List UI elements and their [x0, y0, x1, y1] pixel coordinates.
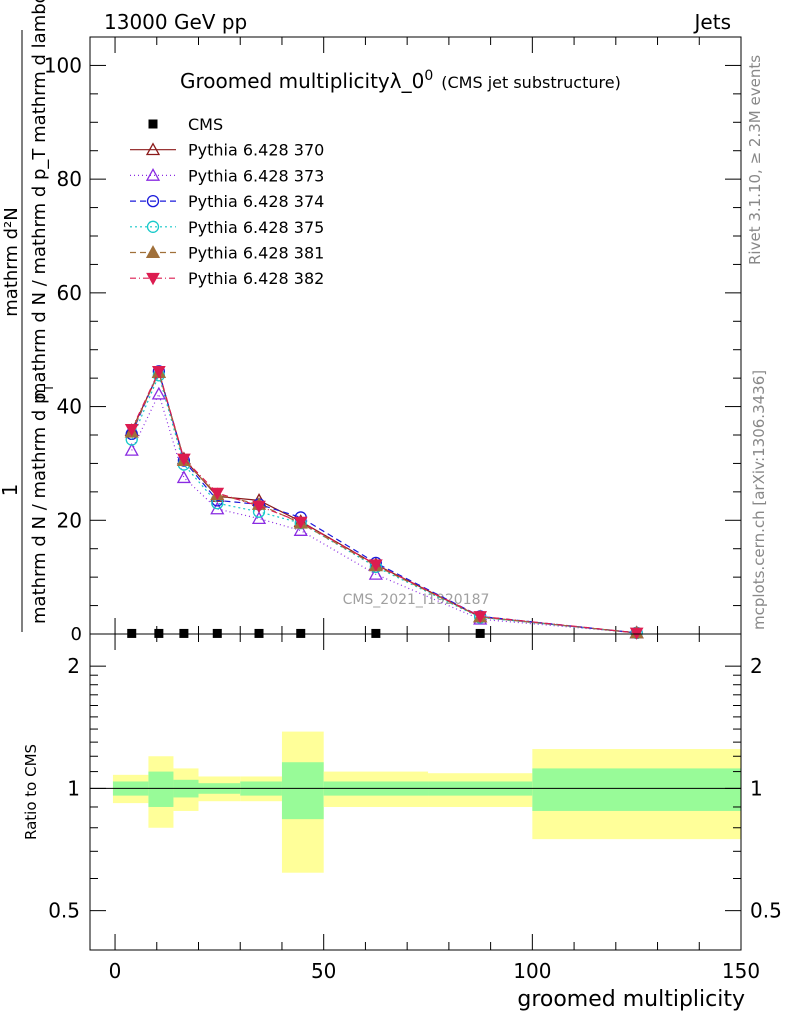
- y-tick-label: 40: [57, 395, 82, 419]
- y-tick-label: 100: [44, 53, 82, 77]
- legend-entry: Pythia 6.428 382: [130, 269, 324, 288]
- ratio-band-inner: [532, 768, 741, 811]
- x-tick-label: 100: [513, 959, 551, 983]
- data-point: [177, 453, 191, 466]
- x-axis-label: groomed multiplicity: [517, 987, 745, 1012]
- legend-marker: [146, 272, 160, 286]
- series-layer: [124, 365, 644, 640]
- legend-entry: CMS: [148, 115, 223, 134]
- main-y-axis-label: 1 mathrm d N / mathrm d pT mathrm d²N ma…: [0, 0, 56, 632]
- ratio-y-tick-label-right: 2: [750, 654, 763, 678]
- ratio-y-tick-label-right: 0.5: [750, 899, 782, 923]
- ratio-y-tick-label-left: 1: [67, 776, 80, 800]
- data-point: [212, 628, 222, 638]
- ratio-y-tick-label-left: 2: [67, 654, 80, 678]
- legend-label: Pythia 6.428 370: [188, 141, 324, 160]
- x-tick-label: 150: [722, 959, 760, 983]
- ratio-bands: [112, 731, 741, 873]
- series-0: [127, 628, 485, 638]
- legend-marker: [145, 142, 161, 156]
- data-point: [210, 487, 225, 501]
- legend-marker: [145, 168, 161, 181]
- ylabel-outer-denominator: mathrm d N / mathrm d pT: [29, 384, 56, 624]
- header-process: 13000 GeV pp: [104, 10, 247, 34]
- ratio-band-inner: [281, 762, 324, 820]
- data-point: [293, 516, 308, 530]
- ratio-band-inner: [148, 771, 174, 807]
- y-tick-label: 20: [57, 508, 82, 532]
- data-point: [252, 500, 266, 514]
- data-point: [154, 628, 164, 638]
- data-point: [124, 443, 139, 456]
- legend-marker: [145, 245, 161, 258]
- x-tick-label: 50: [311, 959, 336, 983]
- y-tick-label: 80: [57, 167, 82, 191]
- legend-label: Pythia 6.428 374: [188, 192, 324, 211]
- data-point: [293, 523, 308, 536]
- ratio-y-tick-label-right: 1: [750, 776, 763, 800]
- data-point: [473, 611, 488, 624]
- legend-label: Pythia 6.428 375: [188, 218, 324, 237]
- ylabel-prefix: 1: [0, 484, 22, 497]
- series-line: [131, 392, 637, 634]
- legend-entry: Pythia 6.428 370: [130, 141, 324, 160]
- data-point: [369, 559, 383, 572]
- data-point: [176, 470, 191, 484]
- rivet-label: Rivet 3.1.10, ≥ 2.3M events: [746, 55, 764, 265]
- legend-marker: [148, 119, 158, 129]
- ratio-plot-frame: [89, 633, 742, 951]
- analysis-watermark: CMS_2021_I1920187: [343, 592, 490, 608]
- data-point: [151, 386, 166, 400]
- y-tick-label: 0: [71, 624, 82, 645]
- legend-entry: Pythia 6.428 381: [130, 244, 324, 263]
- mcplots-label: mcplots.cern.ch [arXiv:1306.3436]: [750, 370, 768, 630]
- legend: CMS Pythia 6.428 370 Pythia 6.428 373 Pythi…: [130, 115, 324, 288]
- data-point: [254, 628, 264, 638]
- data-point: [371, 628, 381, 638]
- legend-label: Pythia 6.428 373: [188, 166, 324, 185]
- main-y-tick-labels: 20 40 60 80 100 0: [44, 53, 82, 645]
- data-point: [179, 628, 189, 638]
- ylabel-inner-denominator: mathrm d N / mathrm d p_T mathrm d lambd…: [29, 0, 50, 400]
- ratio-y-tick-label-left: 0.5: [48, 899, 80, 923]
- ratio-y-axis-label: Ratio to CMS: [22, 744, 40, 840]
- y-tick-label: 60: [57, 281, 82, 305]
- ratio-axis-ticks: [90, 634, 742, 951]
- legend-label: Pythia 6.428 382: [188, 269, 324, 288]
- data-point: [296, 628, 306, 638]
- legend-marker: [146, 194, 160, 208]
- legend-entry: Pythia 6.428 375: [130, 218, 324, 237]
- data-point: [368, 566, 383, 580]
- ratio-tick-labels: 0.5 0.5 1 1 2 2: [48, 654, 782, 922]
- legend-entry: Pythia 6.428 373: [130, 166, 324, 185]
- data-point: [152, 366, 166, 379]
- header-category: Jets: [693, 10, 731, 34]
- data-point: [251, 511, 267, 525]
- series-line: [131, 369, 637, 634]
- data-point: [127, 628, 137, 638]
- series-6: [124, 366, 644, 640]
- x-tick-label: 0: [109, 959, 122, 983]
- chart-title: Groomed multiplicityλ_00 (CMS jet substru…: [180, 68, 621, 93]
- data-point: [629, 627, 644, 640]
- ylabel-inner-numerator: mathrm d²N: [1, 207, 22, 316]
- data-point: [124, 424, 139, 437]
- data-point: [475, 628, 485, 638]
- legend-marker: [146, 220, 160, 233]
- legend-label: Pythia 6.428 381: [188, 244, 324, 263]
- x-tick-labels: 0 50 100 150: [109, 959, 760, 983]
- legend-entry: Pythia 6.428 374: [130, 192, 324, 211]
- legend-label: CMS: [188, 115, 223, 134]
